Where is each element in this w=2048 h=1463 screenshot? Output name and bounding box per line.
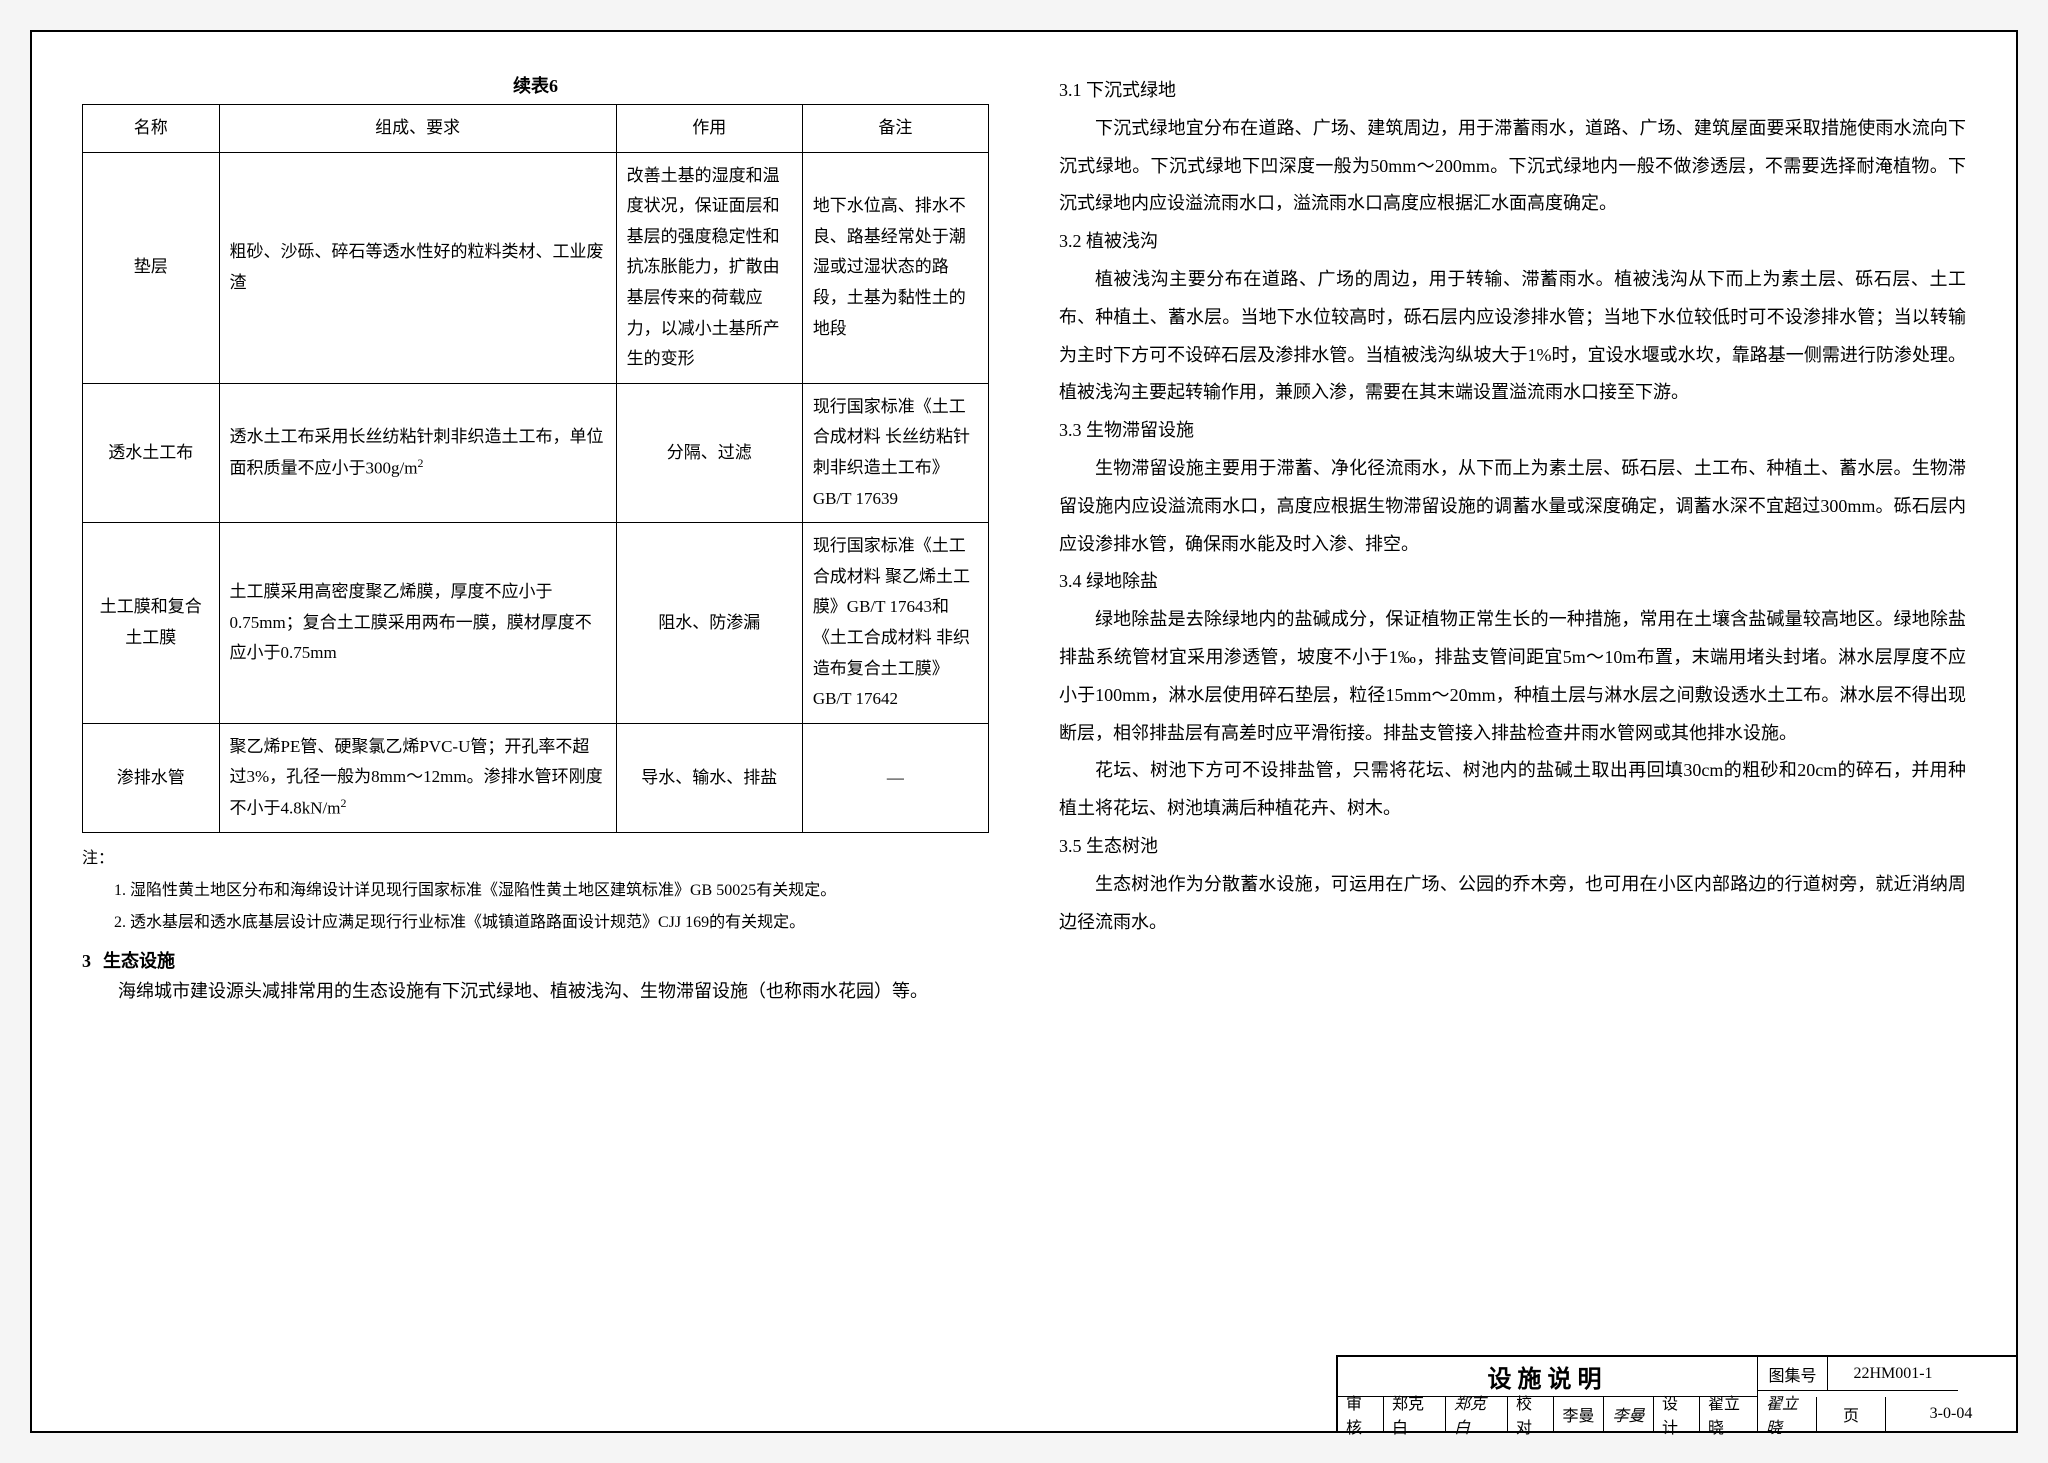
subsection-3-3-para: 生物滞留设施主要用于滞蓄、净化径流雨水，从下而上为素土层、砾石层、土工布、种植土… bbox=[1059, 450, 1966, 563]
value-check: 李曼 bbox=[1554, 1397, 1604, 1431]
label-review: 审核 bbox=[1338, 1397, 1384, 1431]
table-title: 续表6 bbox=[82, 72, 989, 98]
label-check: 校对 bbox=[1508, 1397, 1554, 1431]
drawing-sheet: 续表6 名称 组成、要求 作用 备注 垫层 粗砂、沙砾、碎石等透水性好的粒料类材… bbox=[30, 30, 2018, 1433]
cell-func: 改善土基的湿度和温度状况，保证面层和基层的强度稳定性和抗冻胀能力，扩散由基层传来… bbox=[616, 152, 802, 383]
right-column: 3.1 下沉式绿地 下沉式绿地宜分布在道路、广场、建筑周边，用于滞蓄雨水，道路、… bbox=[1059, 72, 1966, 1331]
cell-name: 垫层 bbox=[83, 152, 220, 383]
cell-note: 现行国家标准《土工合成材料 聚乙烯土工膜》GB/T 17643和《土工合成材料 … bbox=[802, 523, 988, 724]
value-design: 翟立晓 bbox=[1700, 1397, 1758, 1431]
value-atlas-no: 22HM001-1 bbox=[1828, 1357, 1958, 1391]
section-number: 3 bbox=[82, 951, 91, 971]
cell-func: 分隔、过滤 bbox=[616, 383, 802, 522]
cell-comp: 聚乙烯PE管、硬聚氯乙烯PVC-U管；开孔率不超过3%，孔径一般为8mm～12m… bbox=[219, 723, 616, 832]
cell-note: 地下水位高、排水不良、路基经常处于潮湿或过湿状态的路段，土基为黏性土的地段 bbox=[802, 152, 988, 383]
cell-note: 现行国家标准《土工合成材料 长丝纺粘针刺非织造土工布》GB/T 17639 bbox=[802, 383, 988, 522]
two-column-layout: 续表6 名称 组成、要求 作用 备注 垫层 粗砂、沙砾、碎石等透水性好的粒料类材… bbox=[82, 72, 1966, 1331]
section-3-heading: 3 生态设施 bbox=[82, 947, 989, 973]
cell-name: 渗排水管 bbox=[83, 723, 220, 832]
subsection-3-4-para2: 花坛、树池下方可不设排盐管，只需将花坛、树池内的盐碱土取出再回填30cm的粗砂和… bbox=[1059, 752, 1966, 828]
th-comp: 组成、要求 bbox=[219, 105, 616, 153]
table-row: 透水土工布 透水土工布采用长丝纺粘针刺非织造土工布，单位面积质量不应小于300g… bbox=[83, 383, 989, 522]
notes-label: 注： bbox=[82, 843, 989, 875]
cell-func: 阻水、防渗漏 bbox=[616, 523, 802, 724]
label-page: 页 bbox=[1816, 1397, 1886, 1431]
materials-table: 名称 组成、要求 作用 备注 垫层 粗砂、沙砾、碎石等透水性好的粒料类材、工业废… bbox=[82, 104, 989, 833]
section-3-intro: 海绵城市建设源头减排常用的生态设施有下沉式绿地、植被浅沟、生物滞留设施（也称雨水… bbox=[82, 973, 989, 1011]
note-item: 2. 透水基层和透水底基层设计应满足现行行业标准《城镇道路路面设计规范》CJJ … bbox=[82, 907, 989, 939]
table-row: 土工膜和复合土工膜 土工膜采用高密度聚乙烯膜，厚度不应小于0.75mm；复合土工… bbox=[83, 523, 989, 724]
sig-check: 李曼 bbox=[1604, 1397, 1654, 1431]
subsection-3-2-para: 植被浅沟主要分布在道路、广场的周边，用于转输、滞蓄雨水。植被浅沟从下而上为素土层… bbox=[1059, 261, 1966, 412]
subsection-3-2-head: 3.2 植被浅沟 bbox=[1059, 223, 1966, 261]
cell-comp: 透水土工布采用长丝纺粘针刺非织造土工布，单位面积质量不应小于300g/m2 bbox=[219, 383, 616, 522]
th-name: 名称 bbox=[83, 105, 220, 153]
value-review: 郑克白 bbox=[1384, 1397, 1446, 1431]
table-notes: 注： 1. 湿陷性黄土地区分布和海绵设计详见现行国家标准《湿陷性黄土地区建筑标准… bbox=[82, 843, 989, 939]
label-atlas-no: 图集号 bbox=[1758, 1357, 1828, 1391]
sig-design: 翟立晓 bbox=[1758, 1397, 1816, 1431]
cell-note: — bbox=[802, 723, 988, 832]
cell-name: 透水土工布 bbox=[83, 383, 220, 522]
section-title: 生态设施 bbox=[103, 951, 175, 971]
cell-func: 导水、输水、排盐 bbox=[616, 723, 802, 832]
value-page: 3-0-04 bbox=[1886, 1397, 2016, 1431]
note-item: 1. 湿陷性黄土地区分布和海绵设计详见现行国家标准《湿陷性黄土地区建筑标准》GB… bbox=[82, 875, 989, 907]
subsection-3-4-para1: 绿地除盐是去除绿地内的盐碱成分，保证植物正常生长的一种措施，常用在土壤含盐碱量较… bbox=[1059, 601, 1966, 752]
table-header-row: 名称 组成、要求 作用 备注 bbox=[83, 105, 989, 153]
subsection-3-5-head: 3.5 生态树池 bbox=[1059, 828, 1966, 866]
subsection-3-3-head: 3.3 生物滞留设施 bbox=[1059, 412, 1966, 450]
subsection-3-4-head: 3.4 绿地除盐 bbox=[1059, 563, 1966, 601]
table-row: 渗排水管 聚乙烯PE管、硬聚氯乙烯PVC-U管；开孔率不超过3%，孔径一般为8m… bbox=[83, 723, 989, 832]
cell-name: 土工膜和复合土工膜 bbox=[83, 523, 220, 724]
sig-review: 郑克白 bbox=[1446, 1397, 1508, 1431]
th-func: 作用 bbox=[616, 105, 802, 153]
left-column: 续表6 名称 组成、要求 作用 备注 垫层 粗砂、沙砾、碎石等透水性好的粒料类材… bbox=[82, 72, 989, 1331]
table-row: 垫层 粗砂、沙砾、碎石等透水性好的粒料类材、工业废渣 改善土基的湿度和温度状况，… bbox=[83, 152, 989, 383]
cell-comp: 土工膜采用高密度聚乙烯膜，厚度不应小于0.75mm；复合土工膜采用两布一膜，膜材… bbox=[219, 523, 616, 724]
subsection-3-1-para: 下沉式绿地宜分布在道路、广场、建筑周边，用于滞蓄雨水，道路、广场、建筑屋面要采取… bbox=[1059, 110, 1966, 223]
subsection-3-5-para: 生态树池作为分散蓄水设施，可运用在广场、公园的乔木旁，也可用在小区内部路边的行道… bbox=[1059, 866, 1966, 942]
label-design: 设计 bbox=[1654, 1397, 1700, 1431]
cell-comp: 粗砂、沙砾、碎石等透水性好的粒料类材、工业废渣 bbox=[219, 152, 616, 383]
th-note: 备注 bbox=[802, 105, 988, 153]
title-block: 设施说明 图集号 22HM001-1 审核 郑克白 郑克白 校对 李曼 李曼 设… bbox=[1336, 1355, 2016, 1431]
subsection-3-1-head: 3.1 下沉式绿地 bbox=[1059, 72, 1966, 110]
